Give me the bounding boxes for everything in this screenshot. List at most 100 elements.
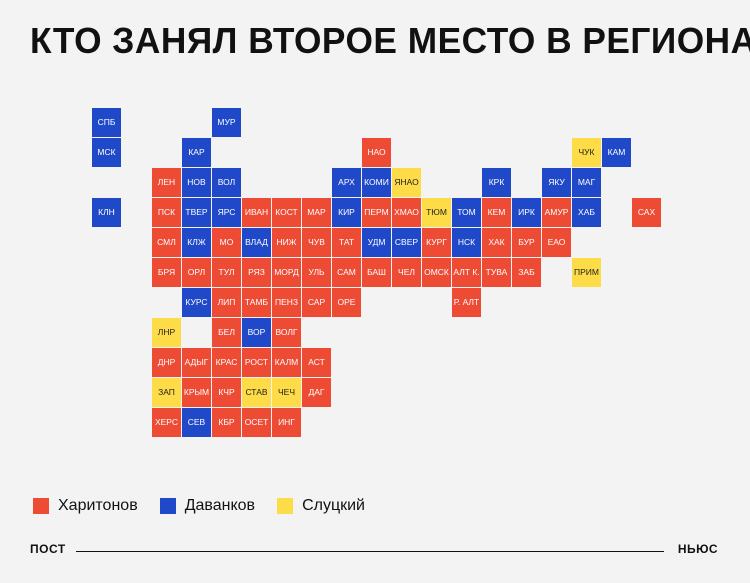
region-tile: КЧР	[212, 378, 241, 407]
region-tile: ЛНР	[152, 318, 181, 347]
region-tile: КИР	[332, 198, 361, 227]
region-tile: НИЖ	[272, 228, 301, 257]
region-tile: КРК	[482, 168, 511, 197]
legend-swatch-blue	[159, 498, 176, 514]
region-tile: ЧЕЧ	[272, 378, 301, 407]
region-tile: СТАВ	[242, 378, 271, 407]
region-tile: ТОМ	[452, 198, 481, 227]
region-tile: ВОЛГ	[272, 318, 301, 347]
footer-brand-right: НЬЮС	[677, 542, 718, 556]
region-tile: ЛИП	[212, 288, 241, 317]
region-tile: КУРС	[182, 288, 211, 317]
legend: Харитонов Даванков Слуцкий	[33, 497, 387, 515]
region-tile: ВОР	[242, 318, 271, 347]
legend-label: Даванков	[184, 497, 256, 514]
region-tile: НОВ	[182, 168, 211, 197]
region-tile: СМЛ	[152, 228, 181, 257]
region-tile: АСТ	[302, 348, 331, 377]
legend-label: Харитонов	[58, 497, 138, 514]
region-tile: ХЕРС	[152, 408, 181, 437]
region-tile: СВЕР	[392, 228, 421, 257]
region-tile: ИНГ	[272, 408, 301, 437]
region-tile: Р. АЛТ	[452, 288, 481, 317]
region-tile: КБР	[212, 408, 241, 437]
region-tile: ТАТ	[332, 228, 361, 257]
region-tile: ОРЕ	[332, 288, 361, 317]
region-tile: ЧЕЛ	[392, 258, 421, 287]
region-tile: ХМАО	[392, 198, 421, 227]
region-tile: ТЮМ	[422, 198, 451, 227]
region-tile: РЯЗ	[242, 258, 271, 287]
region-tile: ЯКУ	[542, 168, 571, 197]
region-tile: РОСТ	[242, 348, 271, 377]
region-tile: БРЯ	[152, 258, 181, 287]
region-tile: ЗАБ	[512, 258, 541, 287]
region-tile: НСК	[452, 228, 481, 257]
region-tile: АМУР	[542, 198, 571, 227]
region-tile: ДАГ	[302, 378, 331, 407]
footer-brand-left: ПОСТ	[30, 542, 66, 556]
region-tile: ЧУК	[572, 138, 601, 167]
region-tile: ЧУВ	[302, 228, 331, 257]
region-tile: ОСЕТ	[242, 408, 271, 437]
region-tile: АЛТ К.	[452, 258, 481, 287]
region-tile: ТВЕР	[182, 198, 211, 227]
region-tile: ЯНАО	[392, 168, 421, 197]
region-tile: УЛЬ	[302, 258, 331, 287]
region-tile: УДМ	[362, 228, 391, 257]
region-tile: АДЫГ	[182, 348, 211, 377]
region-tile: ПЕНЗ	[272, 288, 301, 317]
region-tile: ТУЛ	[212, 258, 241, 287]
region-tile: КРЫМ	[182, 378, 211, 407]
region-tile: ХАК	[482, 228, 511, 257]
region-tile: ИВАН	[242, 198, 271, 227]
region-tile: НАО	[362, 138, 391, 167]
region-tile: ХАБ	[572, 198, 601, 227]
region-tile: КОСТ	[272, 198, 301, 227]
region-tile: МАГ	[572, 168, 601, 197]
region-tile: КОМИ	[362, 168, 391, 197]
region-tile: КАР	[182, 138, 211, 167]
region-tile: ПСК	[152, 198, 181, 227]
legend-item-kharitonov: Харитонов	[33, 497, 138, 515]
region-tile: ПЕРМ	[362, 198, 391, 227]
legend-swatch-yellow	[277, 498, 294, 514]
region-tile: ТУВА	[482, 258, 511, 287]
region-tile: МУР	[212, 108, 241, 137]
region-tile: САХ	[632, 198, 661, 227]
region-tile: КЕМ	[482, 198, 511, 227]
region-tile: КУРГ	[422, 228, 451, 257]
region-tile: ВОЛ	[212, 168, 241, 197]
legend-label: Слуцкий	[302, 497, 365, 514]
region-tile: МАР	[302, 198, 331, 227]
region-tile: АРХ	[332, 168, 361, 197]
region-tile: ТАМБ	[242, 288, 271, 317]
region-tile: ИРК	[512, 198, 541, 227]
region-tile: БЕЛ	[212, 318, 241, 347]
region-tile: ЕАО	[542, 228, 571, 257]
region-tile: БАШ	[362, 258, 391, 287]
region-tile: ДНР	[152, 348, 181, 377]
region-tile: МОРД	[272, 258, 301, 287]
region-tile: КЛН	[92, 198, 121, 227]
region-tile: ЯРС	[212, 198, 241, 227]
region-tile: КАМ	[602, 138, 631, 167]
region-tile: ПРИМ	[572, 258, 601, 287]
region-tile: ОМСК	[422, 258, 451, 287]
region-tile: БУР	[512, 228, 541, 257]
region-tile: САМ	[332, 258, 361, 287]
region-tile: СПБ	[92, 108, 121, 137]
region-tile: КЛЖ	[182, 228, 211, 257]
region-tile: ЗАП	[152, 378, 181, 407]
region-tile: КРАС	[212, 348, 241, 377]
region-tile: МСК	[92, 138, 121, 167]
region-tile: ВЛАД	[242, 228, 271, 257]
page-title: КТО ЗАНЯЛ ВТОРОЕ МЕСТО В РЕГИОНАХ	[30, 20, 750, 61]
legend-item-davankov: Даванков	[159, 497, 256, 515]
region-tile: СЕВ	[182, 408, 211, 437]
region-tile: ОРЛ	[182, 258, 211, 287]
region-tile: КАЛМ	[272, 348, 301, 377]
legend-swatch-red	[33, 498, 49, 514]
region-tile: САР	[302, 288, 331, 317]
